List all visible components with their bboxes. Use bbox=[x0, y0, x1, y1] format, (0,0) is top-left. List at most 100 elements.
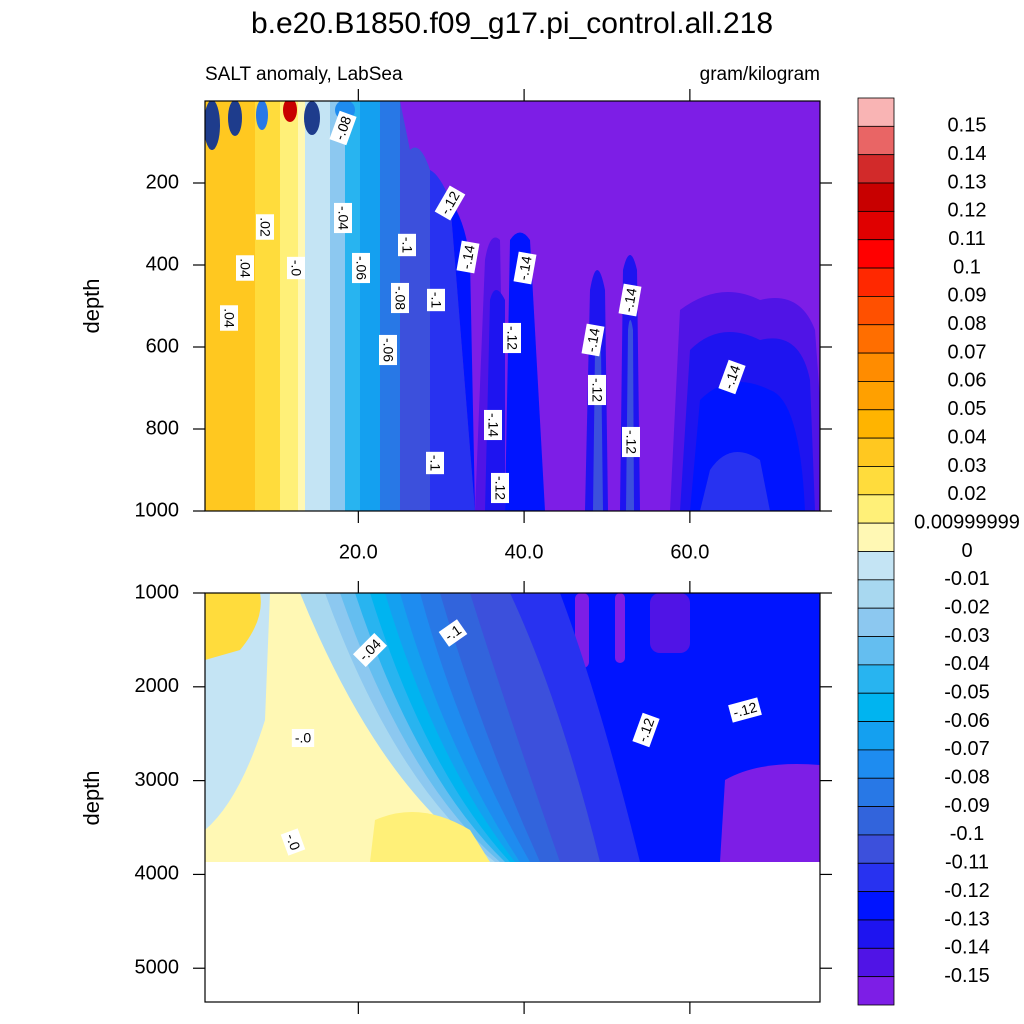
colorbar-box bbox=[857, 806, 895, 836]
contour-label-bg bbox=[426, 451, 444, 475]
contour-label: -.0 bbox=[280, 828, 306, 856]
contour-label-text: -.08 bbox=[331, 114, 354, 142]
contour-label: .02 bbox=[256, 214, 274, 240]
colorbar-box bbox=[857, 210, 895, 241]
colorbar-box bbox=[857, 721, 895, 751]
contour-label-bg bbox=[236, 255, 254, 281]
contour-label: -.1 bbox=[398, 233, 416, 257]
colorbar-label: -0.05 bbox=[944, 682, 990, 704]
contour-fill-top bbox=[205, 101, 820, 511]
x-tick-label: 20.0 bbox=[339, 541, 378, 563]
contour-label: -.14 bbox=[513, 251, 537, 285]
colorbar-box bbox=[857, 551, 895, 581]
y-tick-label: 1000 bbox=[135, 581, 180, 603]
subtitle-left: SALT anomaly, LabSea bbox=[205, 64, 403, 85]
contour-label: -.06 bbox=[352, 252, 370, 284]
contour-label-text: -.12 bbox=[623, 430, 639, 454]
contour-label: -.04 bbox=[334, 202, 352, 234]
colorbar-label: 0.11 bbox=[948, 228, 985, 250]
contour-label-text: -.12 bbox=[589, 378, 605, 402]
contour-label-bg bbox=[588, 374, 606, 406]
chart-title: b.e20.B1850.f09_g17.pi_control.all.218 bbox=[251, 7, 773, 40]
colorbar-box bbox=[857, 522, 895, 552]
y-axis-label: depth bbox=[79, 770, 104, 825]
contour-label-text: -.12 bbox=[634, 716, 657, 744]
contour-label-text: -.06 bbox=[380, 338, 396, 362]
contour-label-bg bbox=[513, 251, 537, 285]
contour-label: -.14 bbox=[718, 359, 746, 395]
colorbar-label: 0.09 bbox=[948, 285, 987, 307]
colorbar-label: 0.04 bbox=[948, 426, 987, 448]
contour-label-text: .04 bbox=[237, 258, 253, 278]
colorbar-box bbox=[857, 834, 895, 864]
x-tick-label: 60.0 bbox=[670, 541, 709, 563]
colorbar-label: -0.02 bbox=[944, 596, 990, 618]
contour-label-bg bbox=[352, 252, 370, 284]
contour-label: .04 bbox=[236, 255, 254, 281]
contour-label-bg bbox=[618, 283, 642, 317]
contour-label-bg bbox=[379, 334, 397, 366]
y-tick-label: 200 bbox=[146, 171, 179, 193]
colorbar-label: -0.08 bbox=[944, 767, 990, 789]
contour-label-bg bbox=[456, 240, 480, 274]
colorbar-box bbox=[857, 919, 895, 949]
contour-label: -.08 bbox=[329, 110, 357, 146]
colorbar-box bbox=[857, 862, 895, 893]
colorbar-box bbox=[857, 437, 895, 467]
contour-label-text: -.0 bbox=[295, 730, 312, 746]
contour-label: -.12 bbox=[622, 426, 640, 458]
contour-label: -.0 bbox=[291, 729, 315, 747]
contour-label-bg bbox=[329, 110, 357, 146]
colorbar-label: -0.07 bbox=[944, 738, 990, 760]
plot-frame-bottom bbox=[204, 592, 821, 1003]
colorbar-box bbox=[857, 777, 895, 807]
colorbar-box bbox=[857, 381, 895, 411]
colorbar-box bbox=[857, 182, 895, 212]
y-tick-label: 600 bbox=[146, 335, 179, 357]
contour-label: -.12 bbox=[503, 322, 521, 354]
contour-fill-bottom bbox=[205, 593, 820, 862]
contour-label: -.12 bbox=[728, 697, 762, 723]
contour-label: -.08 bbox=[391, 282, 409, 314]
colorbar-label: 0 bbox=[961, 540, 972, 562]
contour-label: -.14 bbox=[456, 240, 480, 274]
y-tick-label: 4000 bbox=[135, 863, 180, 885]
colorbar-label: 0.02 bbox=[948, 483, 987, 505]
contour-label: -.1 bbox=[438, 619, 468, 647]
colorbar-label: 0.08 bbox=[948, 313, 987, 335]
contour-label-text: -.0 bbox=[283, 831, 304, 852]
y-tick-label: 800 bbox=[146, 417, 179, 439]
x-tick-label: 40.0 bbox=[505, 541, 544, 563]
contour-label: -.06 bbox=[379, 334, 397, 366]
contour-label-text: -.1 bbox=[428, 292, 444, 309]
colorbar-box bbox=[857, 324, 895, 354]
contour-label-bg bbox=[398, 233, 416, 257]
contour-label-bg bbox=[220, 305, 238, 331]
colorbar-box bbox=[857, 494, 895, 524]
contour-label-text: -.12 bbox=[731, 699, 759, 721]
contour-label-text: -.14 bbox=[720, 363, 743, 391]
contour-label-text: -.08 bbox=[392, 286, 408, 310]
colorbar-label: -0.01 bbox=[944, 568, 990, 590]
colorbar-label: -0.13 bbox=[944, 908, 990, 930]
contour-label-text: -.14 bbox=[583, 326, 603, 353]
colorbar-label: -0.1 bbox=[950, 823, 984, 845]
contour-label-text: -.12 bbox=[492, 476, 508, 500]
colorbar-label: 0.07 bbox=[948, 341, 987, 363]
colorbar-label: 0.03 bbox=[948, 455, 987, 477]
contour-label-bg bbox=[438, 619, 468, 647]
colorbar-box bbox=[857, 607, 895, 637]
contour-label-bg bbox=[728, 697, 762, 723]
contour-label-bg bbox=[291, 729, 315, 747]
contour-label-text: -.0 bbox=[288, 260, 304, 277]
contour-label: .04 bbox=[220, 305, 238, 331]
contour-label-bg bbox=[622, 426, 640, 458]
contour-label-bg bbox=[352, 632, 388, 668]
contour-label: -.1 bbox=[426, 451, 444, 475]
contour-label-bg bbox=[427, 288, 445, 312]
colorbar-box bbox=[857, 154, 895, 184]
contour-label-text: -.1 bbox=[399, 237, 415, 254]
colorbar-box bbox=[857, 466, 895, 496]
